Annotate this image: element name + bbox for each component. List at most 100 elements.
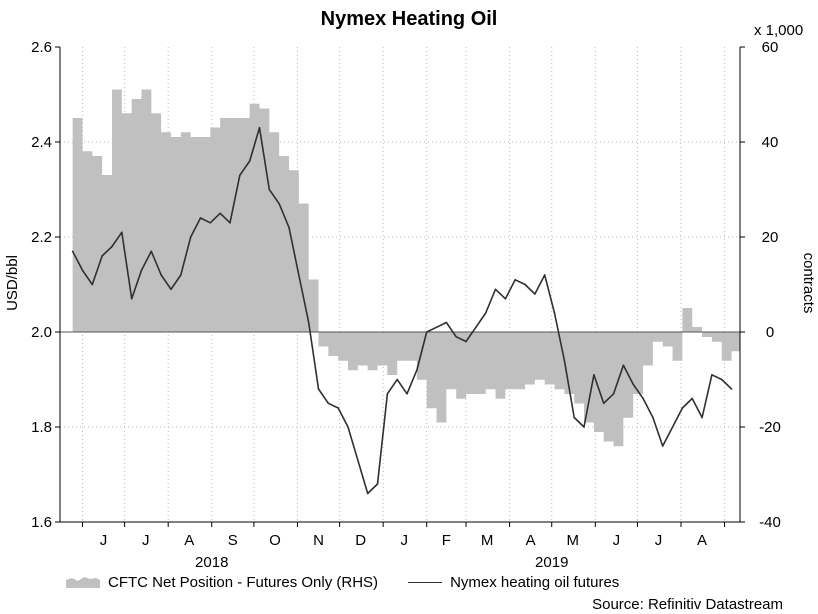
futures-point <box>327 402 330 405</box>
futures-point <box>534 293 536 295</box>
futures-point <box>376 483 379 485</box>
futures-point <box>425 331 428 333</box>
x-tick-label-month: N <box>313 532 324 549</box>
futures-point <box>91 283 94 286</box>
futures-point <box>475 326 477 329</box>
legend-label-net-position: CFTC Net Position - Futures Only (RHS) <box>108 573 379 591</box>
futures-point <box>465 340 467 343</box>
futures-point <box>229 221 231 224</box>
futures-point <box>307 321 310 324</box>
futures-point <box>406 392 408 395</box>
futures-point <box>288 226 290 229</box>
futures-point <box>248 160 251 162</box>
futures-point <box>396 378 398 381</box>
futures-point <box>101 255 103 257</box>
futures-point <box>121 231 123 234</box>
futures-point <box>632 383 635 386</box>
futures-point <box>435 326 438 329</box>
futures-point <box>563 359 566 362</box>
y-tick-label-left: 2.2 <box>31 229 52 246</box>
y-tick-label-left: 2.6 <box>31 39 52 56</box>
futures-point <box>730 388 733 390</box>
futures-point <box>258 126 261 129</box>
x-tick-label-month: A <box>526 532 536 549</box>
y-tick-label-right: -40 <box>759 514 781 531</box>
y-tick-label-left: 2.4 <box>31 134 52 151</box>
futures-point <box>504 297 507 300</box>
y-tick-label-left: 1.8 <box>31 419 52 436</box>
x-tick-label-month: A <box>184 532 194 549</box>
futures-point <box>691 397 694 400</box>
futures-point <box>671 426 674 428</box>
futures-point <box>681 407 684 409</box>
futures-point <box>111 245 113 248</box>
source-note: Source: Refinitiv Datastream <box>592 596 783 613</box>
x-tick-label-month: S <box>228 532 238 549</box>
x-tick-label-month: J <box>613 532 621 549</box>
y-axis-right-label: contracts <box>800 253 817 314</box>
x-tick-label-month: J <box>655 532 663 549</box>
legend-item-net-position: CFTC Net Position - Futures Only (RHS) <box>66 574 378 591</box>
futures-point <box>416 369 418 371</box>
futures-point <box>573 416 576 419</box>
futures-point <box>445 321 448 324</box>
x-tick-label-month: M <box>567 532 580 549</box>
legend-item-futures: Nymex heating oil futures <box>408 574 619 591</box>
futures-point <box>514 278 517 281</box>
x-tick-label-month: D <box>355 532 366 549</box>
y-ticks-right: -40 -20 0 20 40 60 <box>759 39 781 531</box>
futures-point <box>652 416 654 419</box>
futures-point <box>711 373 713 376</box>
futures-point <box>140 269 143 272</box>
futures-point <box>622 364 625 367</box>
futures-point <box>524 283 526 286</box>
y-axis-left-label: USD/bbl <box>4 255 21 311</box>
futures-point <box>553 312 556 314</box>
y-tick-label-right: 0 <box>766 324 774 341</box>
y-tick-label-left: 1.6 <box>31 514 52 531</box>
futures-point <box>278 202 280 205</box>
futures-point <box>642 397 644 400</box>
x-year-label: 2019 <box>535 554 568 571</box>
futures-point <box>494 288 497 291</box>
x-tick-label-month: J <box>142 532 150 549</box>
futures-point <box>298 274 300 276</box>
futures-point <box>720 378 723 381</box>
right-axis-unit: x 1,000 <box>754 22 803 39</box>
legend: CFTC Net Position - Futures Only (RHS) N… <box>66 571 649 593</box>
x-year-label: 2018 <box>195 554 228 571</box>
futures-point <box>484 312 487 314</box>
futures-point <box>130 297 133 300</box>
futures-line <box>71 126 733 495</box>
futures-point <box>543 274 546 276</box>
y-tick-label-right: 40 <box>762 134 779 151</box>
futures-point <box>150 250 153 253</box>
futures-point <box>71 250 74 253</box>
x-tick-label-month: F <box>442 532 451 549</box>
futures-point <box>199 217 202 219</box>
futures-point <box>386 392 389 395</box>
futures-point <box>219 212 221 215</box>
legend-label-futures: Nymex heating oil futures <box>450 573 620 591</box>
legend-line-swatch <box>408 581 443 583</box>
futures-point <box>357 459 359 462</box>
futures-point <box>170 288 172 291</box>
y-tick-label-right: -20 <box>759 419 781 436</box>
chart-title: Nymex Heating Oil <box>321 8 498 30</box>
futures-point <box>661 445 664 447</box>
futures-point <box>268 188 271 191</box>
y-tick-label-right: 60 <box>762 39 779 56</box>
futures-point <box>337 407 339 409</box>
futures-line-layer <box>71 126 733 495</box>
legend-area-swatch <box>66 577 100 588</box>
futures-point <box>189 236 192 238</box>
x-tick-label-month: O <box>269 532 281 549</box>
x-tick-label-month: A <box>697 532 707 549</box>
futures-point <box>701 416 703 419</box>
y-tick-label-left: 2.0 <box>31 324 52 341</box>
futures-point <box>317 388 320 390</box>
x-tick-label-month: J <box>400 532 408 549</box>
futures-point <box>366 492 369 495</box>
